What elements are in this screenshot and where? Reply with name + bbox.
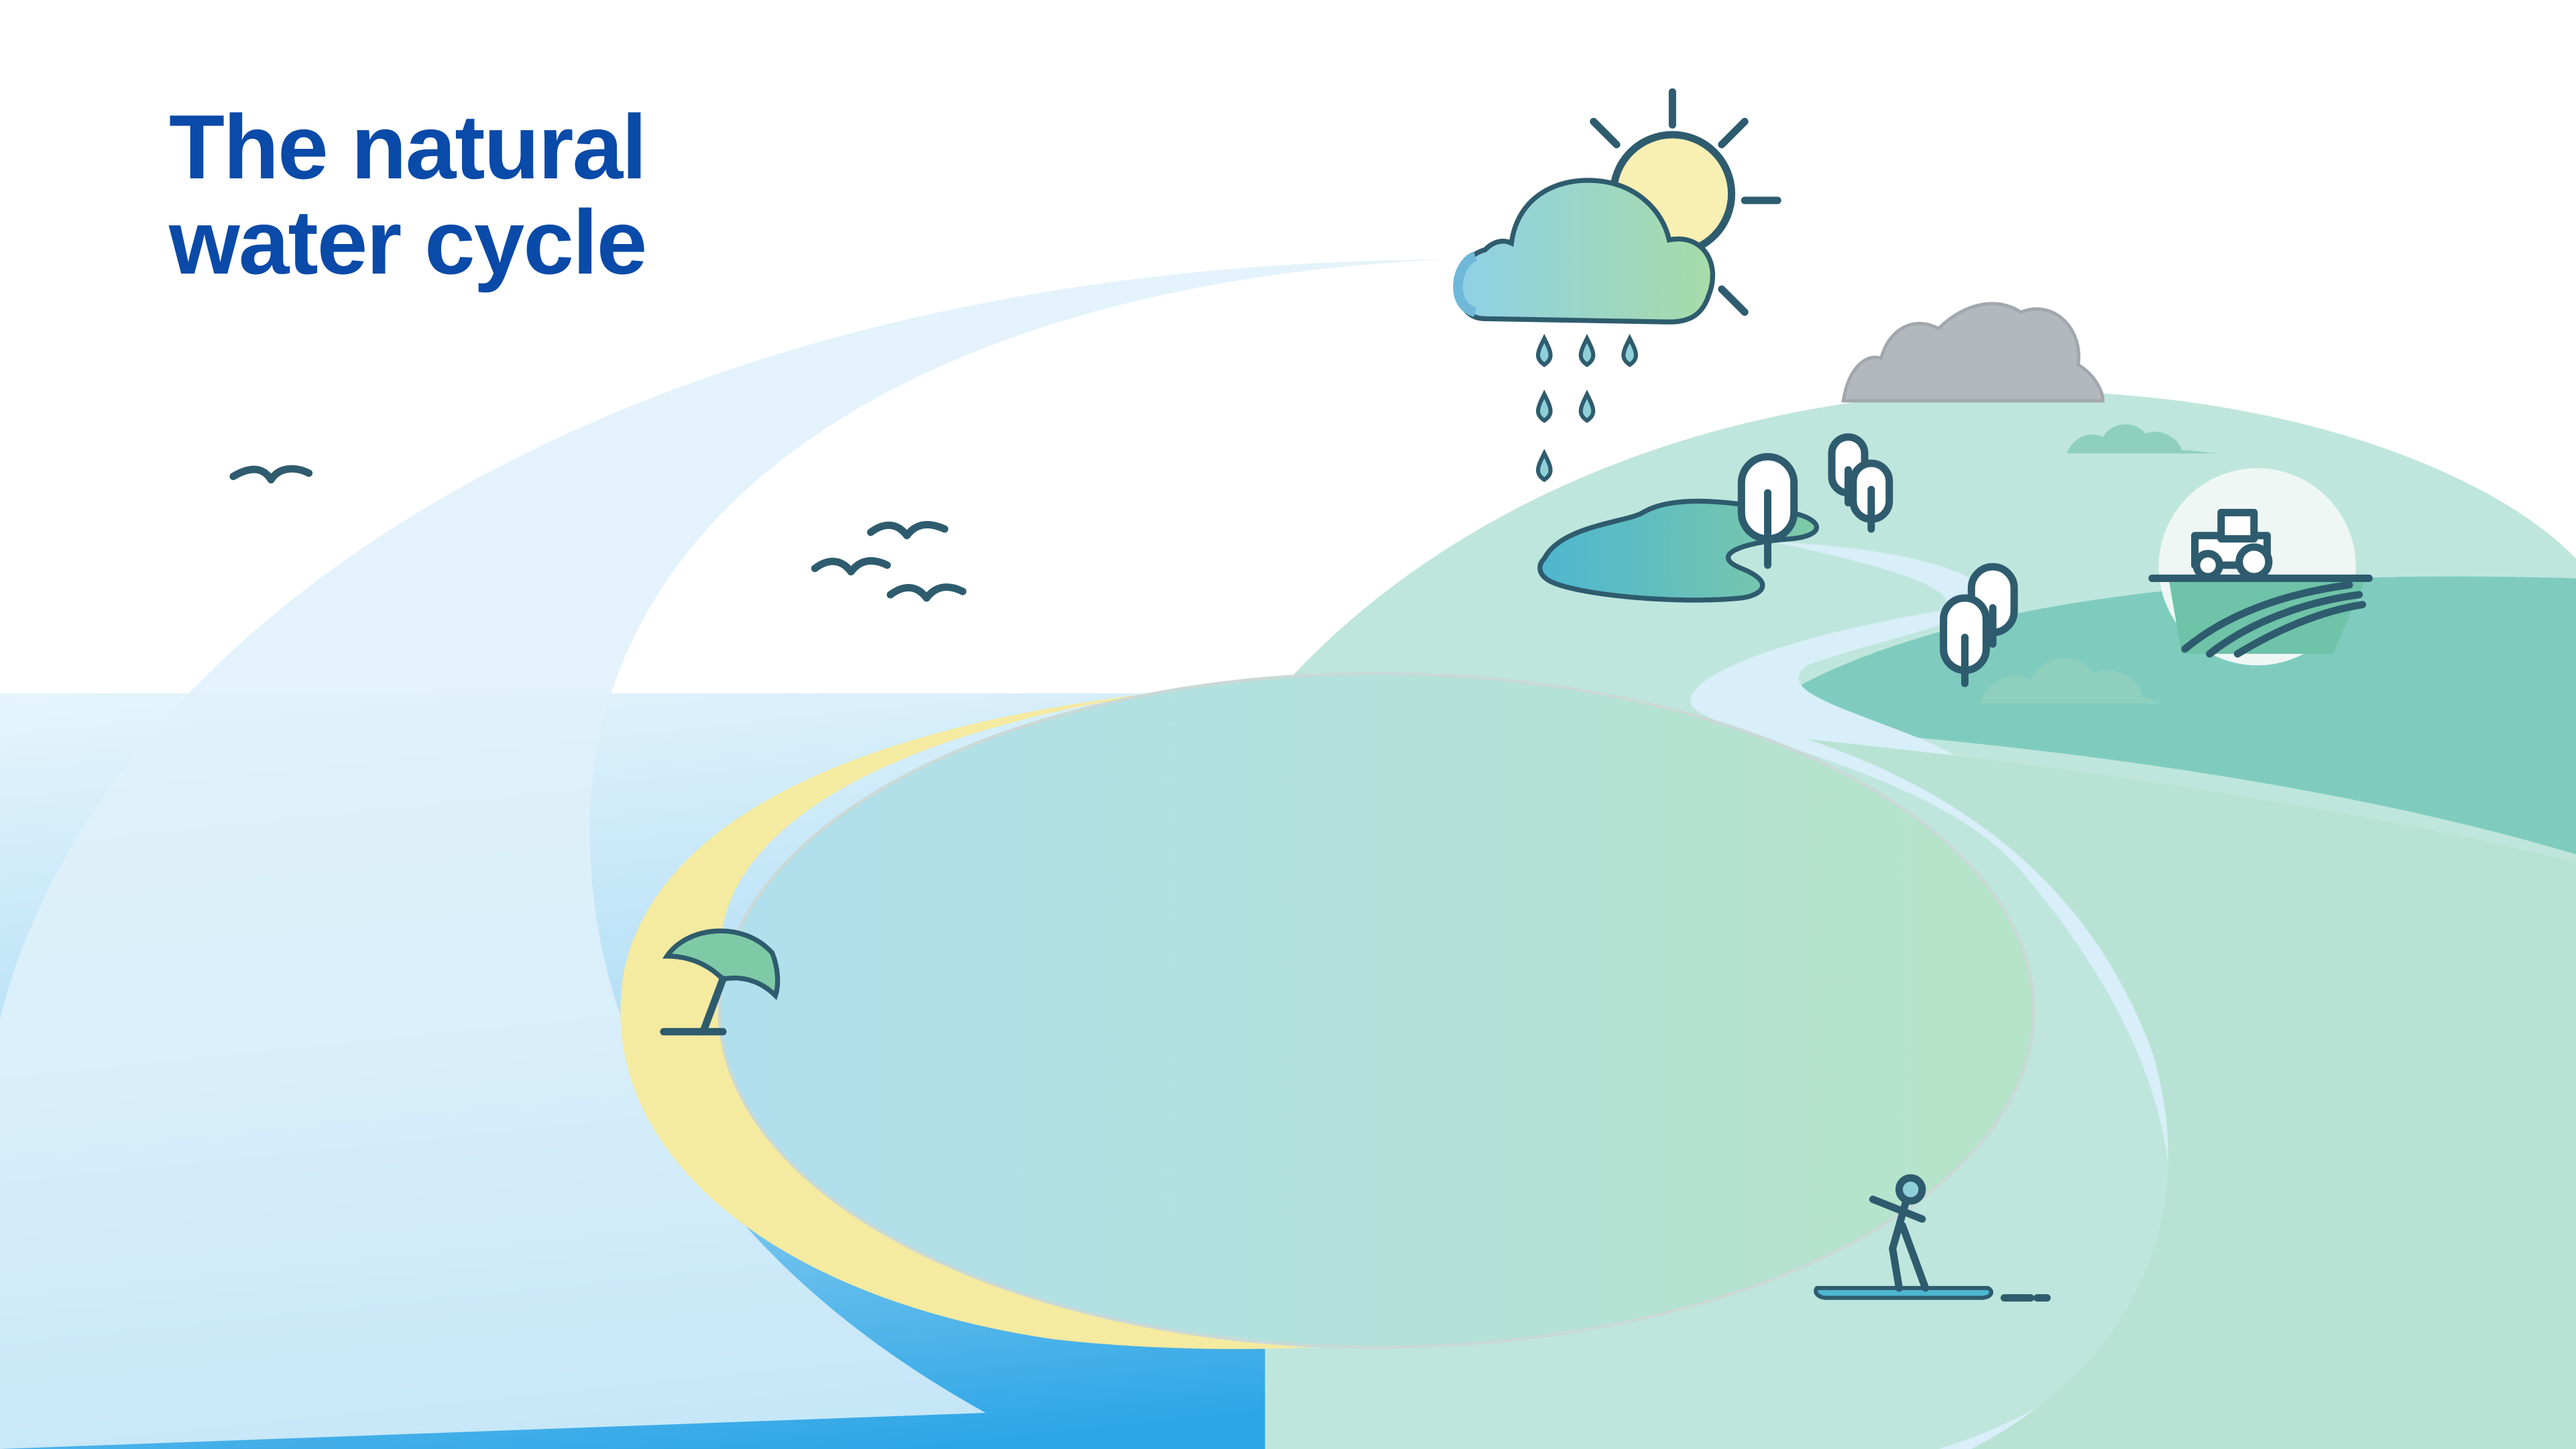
- bird-icon: [867, 521, 949, 540]
- cloud-icon: [1456, 178, 1716, 325]
- bush-icon: [2066, 424, 2221, 454]
- page-title: The natural water cycle: [169, 96, 647, 293]
- hill-front: [1807, 739, 2576, 1449]
- raindrop-icon: [1535, 333, 1638, 483]
- paddleboarder-icon: [1814, 1174, 2051, 1302]
- tractor-icon: [2148, 468, 2373, 666]
- beach: [620, 690, 1315, 1349]
- mountain-icon: [1841, 302, 2105, 403]
- tree-icon: [1737, 453, 1798, 569]
- title-line-1: The natural: [169, 96, 647, 198]
- bush-icon: [1979, 658, 2162, 703]
- central-lagoon: [717, 672, 2036, 1349]
- tree-icon: [1940, 594, 1990, 687]
- beach-umbrella-icon: [660, 928, 780, 1036]
- bird-icon: [229, 465, 313, 483]
- bird-icon: [886, 583, 967, 602]
- bird-icon: [811, 557, 891, 576]
- title-line-2: water cycle: [169, 191, 647, 293]
- tree-icon: [1849, 459, 1893, 533]
- evaporation-swoosh: [0, 259, 1446, 1449]
